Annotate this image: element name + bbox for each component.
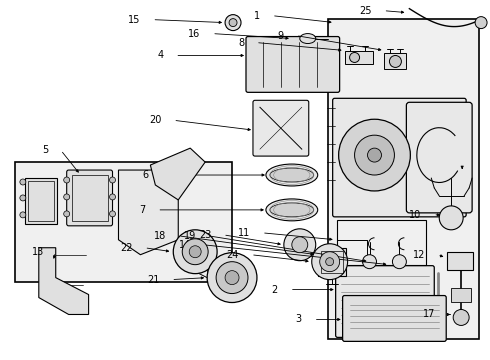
Text: 17: 17 (423, 310, 435, 319)
Circle shape (284, 229, 316, 261)
Text: 8: 8 (238, 37, 244, 48)
Circle shape (453, 310, 469, 325)
Circle shape (216, 262, 248, 293)
Text: 13: 13 (31, 247, 44, 257)
Polygon shape (39, 248, 89, 315)
Circle shape (225, 271, 239, 285)
FancyBboxPatch shape (336, 266, 434, 337)
Circle shape (339, 119, 410, 191)
FancyBboxPatch shape (406, 102, 472, 213)
Circle shape (207, 253, 257, 302)
Text: 14: 14 (179, 240, 191, 250)
Text: 15: 15 (128, 15, 141, 24)
Circle shape (368, 148, 382, 162)
Circle shape (349, 53, 360, 62)
Circle shape (229, 19, 237, 27)
Text: 21: 21 (147, 275, 159, 285)
Circle shape (392, 255, 406, 269)
Circle shape (390, 55, 401, 67)
Bar (28, 181, 54, 221)
Polygon shape (150, 148, 205, 200)
Circle shape (363, 255, 376, 269)
Circle shape (64, 211, 70, 217)
Circle shape (20, 179, 26, 185)
Circle shape (319, 252, 340, 272)
Text: 18: 18 (154, 231, 166, 241)
Ellipse shape (300, 33, 316, 44)
Text: 2: 2 (271, 284, 278, 294)
Bar (25, 178, 57, 224)
Bar (72, 175, 107, 221)
Circle shape (225, 15, 241, 31)
Text: 9: 9 (278, 31, 284, 41)
Ellipse shape (266, 164, 318, 186)
Circle shape (20, 195, 26, 201)
Circle shape (110, 194, 116, 200)
Circle shape (110, 211, 116, 217)
FancyBboxPatch shape (333, 98, 466, 217)
Bar (328, 19, 479, 339)
Text: 7: 7 (139, 205, 146, 215)
Text: 4: 4 (157, 50, 163, 60)
Ellipse shape (270, 203, 314, 217)
Bar (318, 248, 345, 276)
Text: 19: 19 (184, 231, 196, 241)
Circle shape (189, 246, 201, 258)
Circle shape (326, 258, 334, 266)
Circle shape (312, 244, 347, 280)
Ellipse shape (266, 199, 318, 221)
Bar (15, 162, 232, 282)
Text: 12: 12 (413, 250, 425, 260)
Circle shape (173, 230, 217, 274)
Text: 1: 1 (254, 11, 260, 21)
Text: 23: 23 (199, 230, 211, 240)
Bar (385, 54, 406, 69)
Circle shape (20, 212, 26, 218)
Text: 6: 6 (142, 170, 148, 180)
Text: 22: 22 (120, 243, 132, 253)
Circle shape (64, 194, 70, 200)
Text: 24: 24 (227, 250, 239, 260)
Text: 3: 3 (295, 314, 302, 324)
FancyBboxPatch shape (343, 296, 446, 341)
Text: 5: 5 (43, 145, 49, 155)
Circle shape (292, 237, 308, 253)
FancyBboxPatch shape (67, 170, 113, 226)
FancyBboxPatch shape (246, 37, 340, 92)
Bar (451, 288, 471, 302)
Bar (447, 252, 473, 270)
Polygon shape (119, 170, 178, 255)
Text: 16: 16 (188, 28, 200, 39)
FancyBboxPatch shape (253, 100, 309, 156)
Text: 25: 25 (359, 6, 371, 15)
Circle shape (182, 239, 208, 265)
Text: 20: 20 (149, 115, 161, 125)
Text: 11: 11 (238, 228, 250, 238)
Circle shape (439, 206, 463, 230)
Circle shape (355, 135, 394, 175)
Bar (321, 251, 343, 273)
Bar (344, 50, 372, 64)
Text: 10: 10 (409, 210, 421, 220)
Ellipse shape (270, 168, 314, 182)
Circle shape (64, 177, 70, 183)
Bar (337, 220, 426, 265)
Circle shape (475, 17, 487, 28)
Circle shape (110, 177, 116, 183)
